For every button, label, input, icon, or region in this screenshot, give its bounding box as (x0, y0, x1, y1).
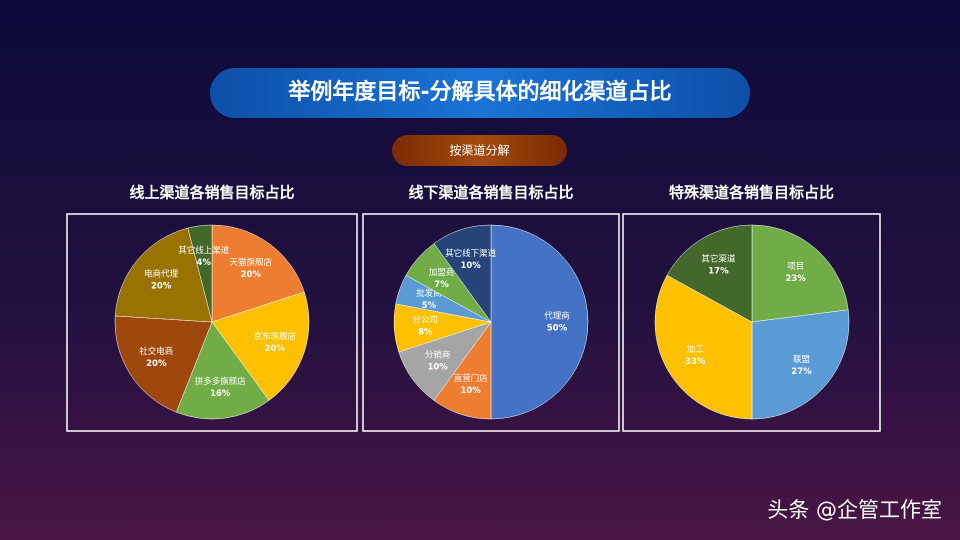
pie-slice (751, 224, 849, 323)
pie-slice (114, 227, 213, 323)
slice-value: 10% (460, 261, 481, 271)
subtitle-banner (392, 135, 567, 166)
slice-label: 其它线下渠道 (445, 248, 497, 259)
slice-label: 京东旗舰店 (253, 331, 296, 342)
subtitle: 按渠道分解 (449, 144, 509, 158)
slice-value: 27% (791, 367, 812, 377)
slice-label: 联盟 (793, 355, 811, 365)
chart-frame (362, 213, 620, 432)
pie-slice (654, 274, 753, 420)
slice-label: 代理商 (544, 311, 570, 322)
chart-frame (622, 213, 881, 432)
slice-value: 16% (210, 389, 231, 399)
chart-title: 线上渠道各销售目标占比 (129, 184, 294, 202)
pie-slice (433, 224, 492, 323)
pie-slice (175, 321, 270, 420)
slice-label: 批发商 (416, 288, 442, 299)
slice-value: 10% (460, 386, 481, 396)
slice-value: 20% (241, 270, 262, 280)
chart-title: 线下渠道各销售目标占比 (408, 184, 573, 202)
slice-value: 5% (422, 301, 437, 311)
slice-label: 分销商 (425, 349, 451, 360)
slice-label: 社交电商 (139, 346, 173, 357)
slice-value: 20% (146, 359, 167, 369)
pie-slice (751, 309, 850, 420)
slice-value: 33% (685, 357, 706, 367)
pie-slice (666, 224, 753, 323)
slide-title: 举例年度目标-分解具体的细化渠道占比 (287, 79, 671, 105)
chart-frame (66, 213, 358, 432)
slice-value: 10% (427, 362, 448, 372)
slice-value: 20% (151, 281, 172, 291)
slice-label: 天猫旗舰店 (230, 257, 273, 268)
slice-label: 电商代理 (144, 268, 179, 279)
slice-label: 其它线上渠道 (178, 245, 230, 256)
slice-value: 17% (708, 267, 729, 277)
pie-slice (187, 224, 213, 323)
slice-value: 4% (197, 258, 212, 268)
slice-value: 8% (418, 328, 433, 338)
slice-label: 项目 (787, 262, 804, 272)
slice-value: 50% (547, 324, 568, 334)
slice-label: 加工 (687, 344, 705, 355)
slice-label: 其它渠道 (701, 254, 736, 265)
pie-slice (114, 315, 213, 413)
slice-value: 23% (785, 274, 806, 284)
slice-label: 拼多多旗舰店 (195, 376, 247, 387)
title-banner (210, 68, 750, 118)
slice-label: 加盟商 (429, 267, 455, 278)
slice-label: 分公司 (412, 316, 438, 326)
pie-slice (211, 291, 310, 401)
slice-label: 直营门店 (454, 373, 489, 384)
slice-value: 7% (434, 280, 449, 290)
watermark: 头条 @企管工作室 (767, 498, 942, 522)
pie-slice (490, 224, 589, 420)
chart-title: 特殊渠道各销售目标占比 (669, 184, 834, 202)
slice-value: 20% (265, 344, 286, 354)
pie-slice (211, 224, 305, 323)
